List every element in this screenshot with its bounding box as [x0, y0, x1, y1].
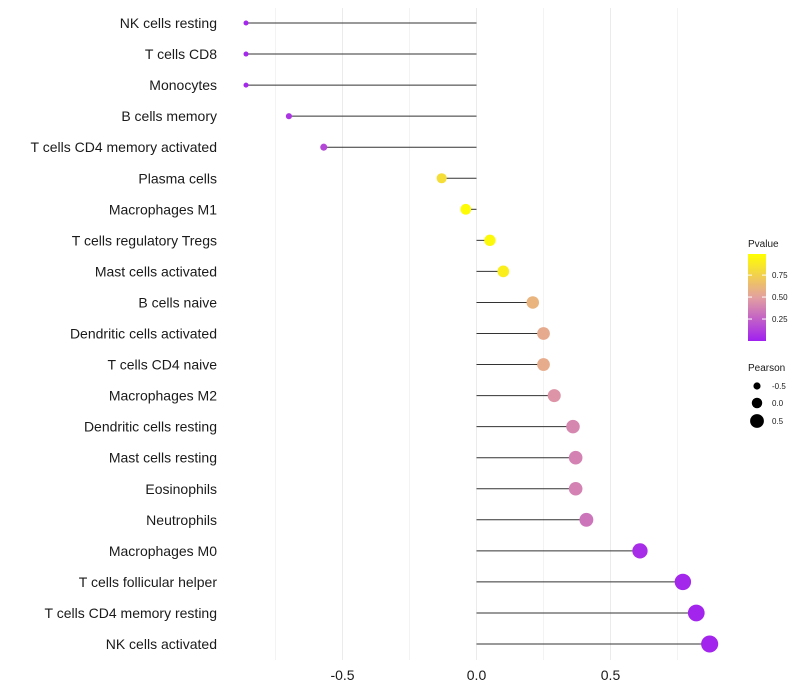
dot-layer — [243, 20, 719, 653]
category-label: NK cells resting — [120, 15, 217, 31]
legend-color-ticks: 0.75 0.50 0.25 — [748, 271, 788, 324]
category-label: T cells CD4 memory activated — [31, 139, 217, 155]
legend-color-title: Pvalue — [748, 239, 779, 250]
legend-color-tick-label: 0.50 — [772, 293, 788, 302]
data-point — [537, 327, 550, 340]
legend: Pvalue 0.75 0.50 0.25 Pearson -0.5 0.0 0.5 — [748, 239, 788, 428]
legend-size-dot — [751, 397, 763, 409]
category-label: Mast cells activated — [95, 263, 217, 279]
category-label: Macrophages M0 — [109, 543, 217, 559]
data-point — [243, 51, 249, 57]
category-label: T cells CD4 naive — [108, 357, 218, 373]
data-point — [547, 389, 561, 403]
data-point — [243, 82, 249, 88]
data-point — [579, 512, 594, 527]
x-tick-label: 0.5 — [601, 667, 621, 683]
category-label: Macrophages M1 — [109, 201, 217, 217]
data-point — [436, 173, 447, 184]
data-point — [497, 265, 510, 278]
data-point — [526, 296, 540, 309]
legend-size-title: Pearson — [748, 363, 785, 374]
legend-color-tick-label: 0.25 — [772, 315, 788, 324]
category-label: T cells CD4 memory resting — [45, 605, 217, 621]
data-point — [701, 635, 719, 653]
data-point — [285, 113, 292, 120]
category-label: B cells memory — [121, 108, 217, 124]
legend-size-dot — [753, 382, 761, 390]
data-point — [687, 604, 705, 622]
legend-size-dot — [750, 414, 764, 428]
category-label: T cells follicular helper — [79, 574, 218, 590]
category-label: T cells CD8 — [145, 46, 217, 62]
legend-size-keys: -0.5 0.0 0.5 — [750, 382, 786, 428]
data-point — [484, 234, 496, 247]
category-label: Eosinophils — [145, 481, 217, 497]
category-label: Neutrophils — [146, 512, 217, 528]
category-label-layer: NK cells resting T cells CD8 Monocytes B ce… — [31, 15, 218, 652]
category-label: Plasma cells — [138, 170, 217, 186]
category-label: T cells regulatory Tregs — [72, 232, 217, 248]
data-point — [537, 358, 550, 371]
legend-size-label: 0.5 — [772, 417, 784, 426]
data-point — [632, 543, 648, 559]
data-point — [566, 419, 580, 434]
stem-layer — [246, 22, 710, 645]
category-label: Mast cells resting — [109, 450, 217, 466]
legend-size-label: -0.5 — [772, 382, 786, 391]
category-label: B cells naive — [138, 294, 217, 310]
category-label: Dendritic cells resting — [84, 419, 217, 435]
legend-color-tick-label: 0.75 — [772, 271, 788, 280]
legend-colorbar — [748, 254, 766, 341]
category-label: Monocytes — [149, 77, 217, 93]
data-point — [568, 481, 583, 496]
data-point — [568, 450, 583, 465]
data-point — [674, 573, 692, 591]
x-axis-tick-layer: -0.5 0.0 0.5 — [330, 667, 620, 683]
category-label: Macrophages M2 — [109, 388, 217, 404]
x-tick-label: 0.0 — [467, 667, 487, 683]
x-tick-label: -0.5 — [330, 667, 354, 683]
category-label: NK cells activated — [106, 636, 217, 652]
category-label: Dendritic cells activated — [70, 326, 217, 342]
legend-size-label: 0.0 — [772, 399, 784, 408]
data-point — [460, 203, 472, 215]
data-point — [320, 143, 328, 151]
data-point — [243, 20, 249, 26]
